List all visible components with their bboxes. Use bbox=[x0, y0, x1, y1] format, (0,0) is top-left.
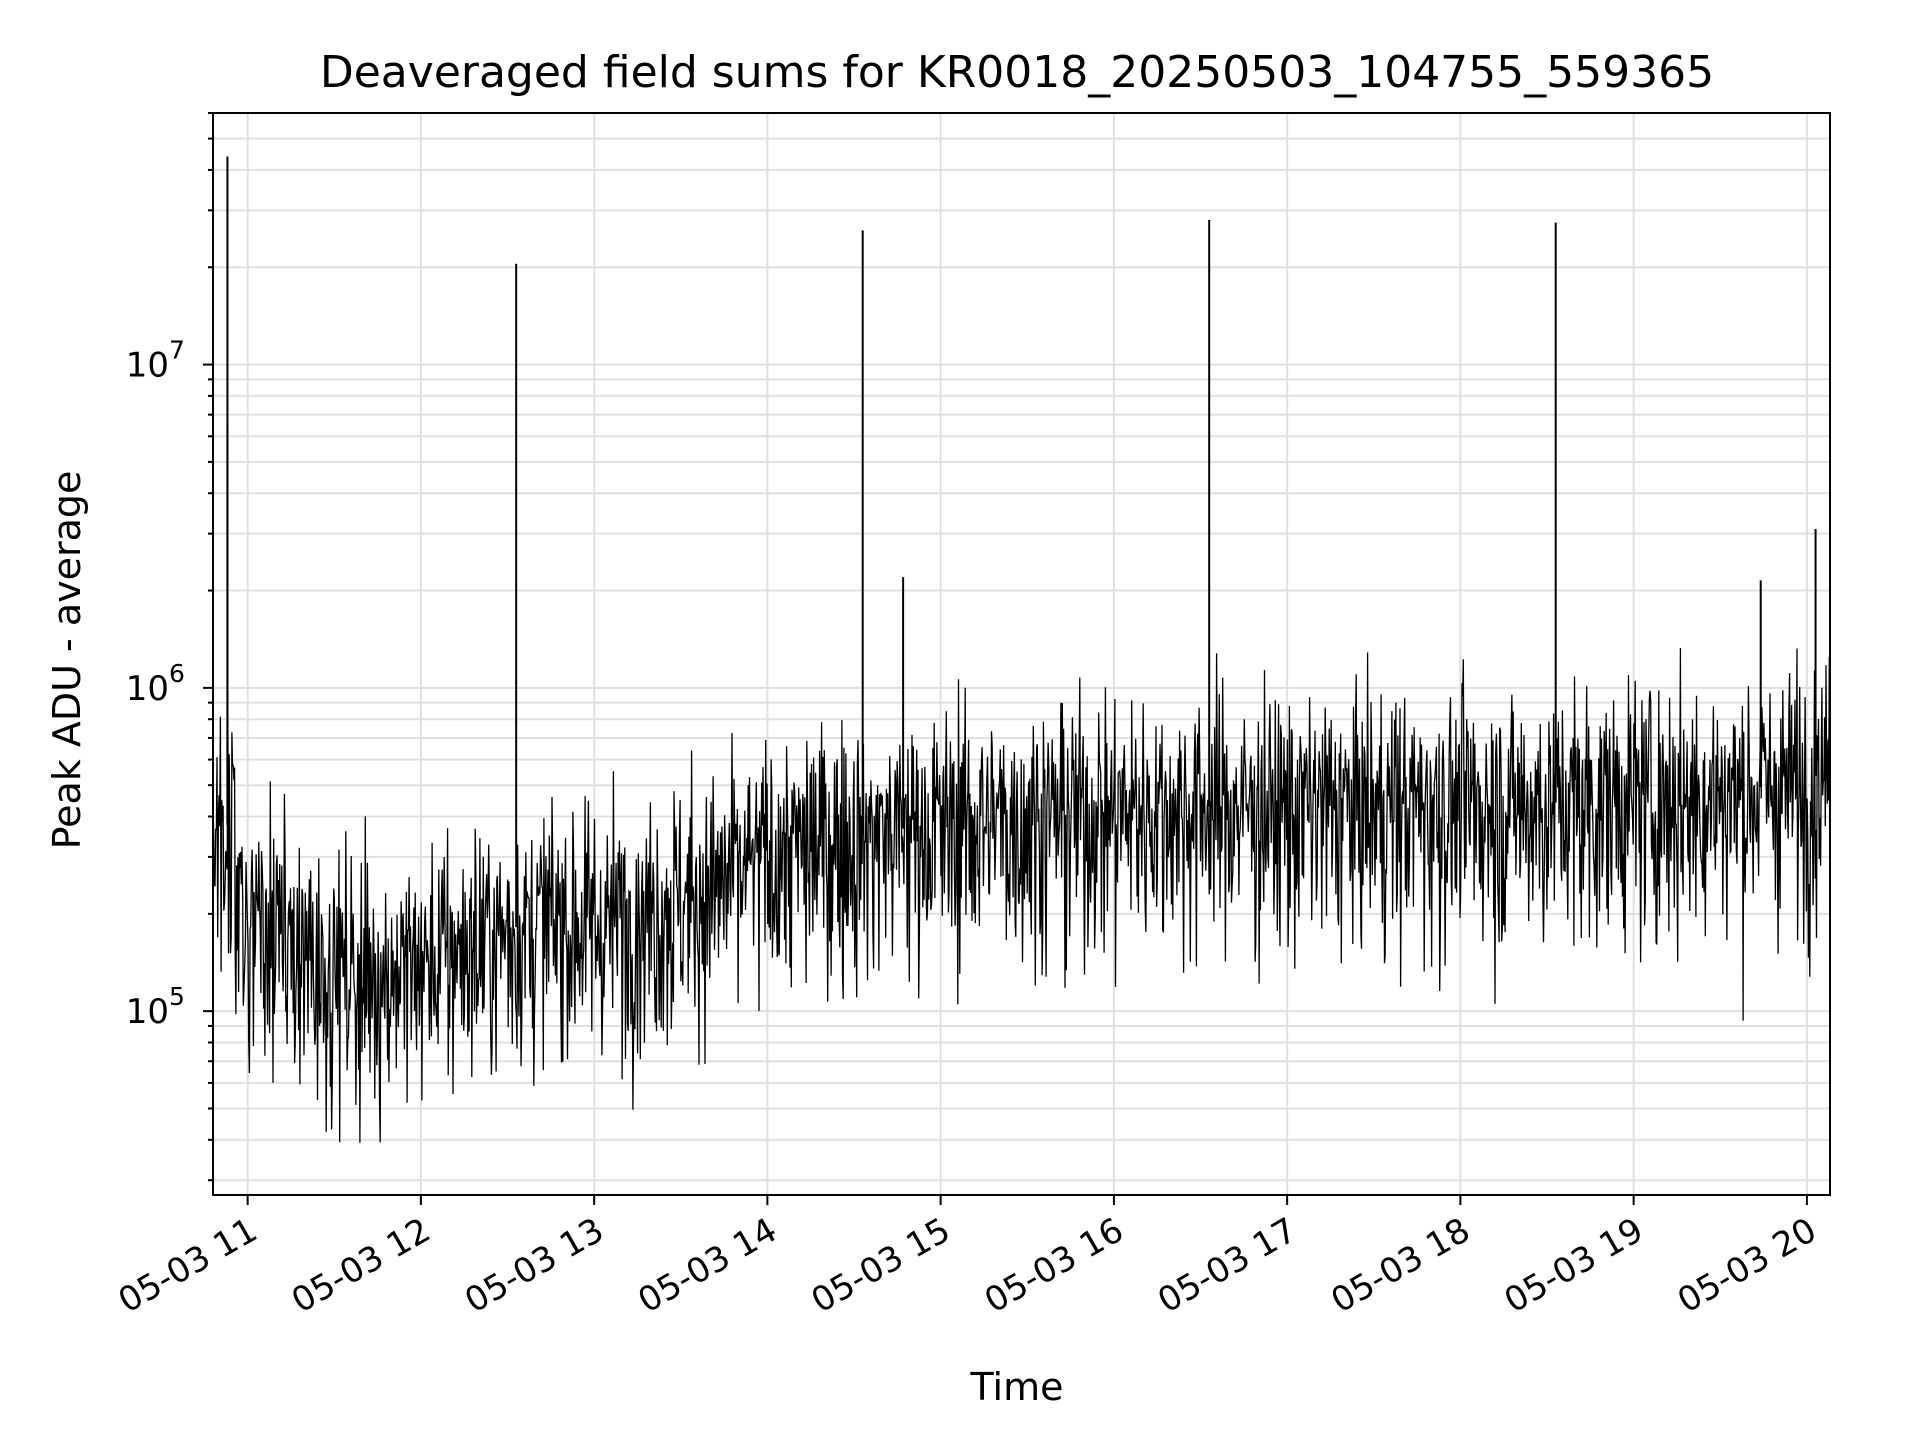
y-tick-exponent: 5 bbox=[169, 982, 185, 1011]
series-group bbox=[212, 156, 1831, 1143]
y-tick-label: 10 bbox=[126, 992, 169, 1032]
series-line bbox=[212, 647, 1831, 1143]
y-tick-exponent: 6 bbox=[169, 659, 185, 688]
chart-title: Deaveraged field sums for KR0018_2025050… bbox=[320, 47, 1714, 98]
y-axis-label: Peak ADU - average bbox=[45, 471, 89, 850]
x-axis-label: Time bbox=[970, 1365, 1064, 1409]
y-tick-label: 10 bbox=[126, 346, 169, 386]
y-tick-exponent: 7 bbox=[169, 336, 185, 365]
plot-frame bbox=[212, 112, 1831, 1196]
y-tick-label: 10 bbox=[126, 669, 169, 709]
